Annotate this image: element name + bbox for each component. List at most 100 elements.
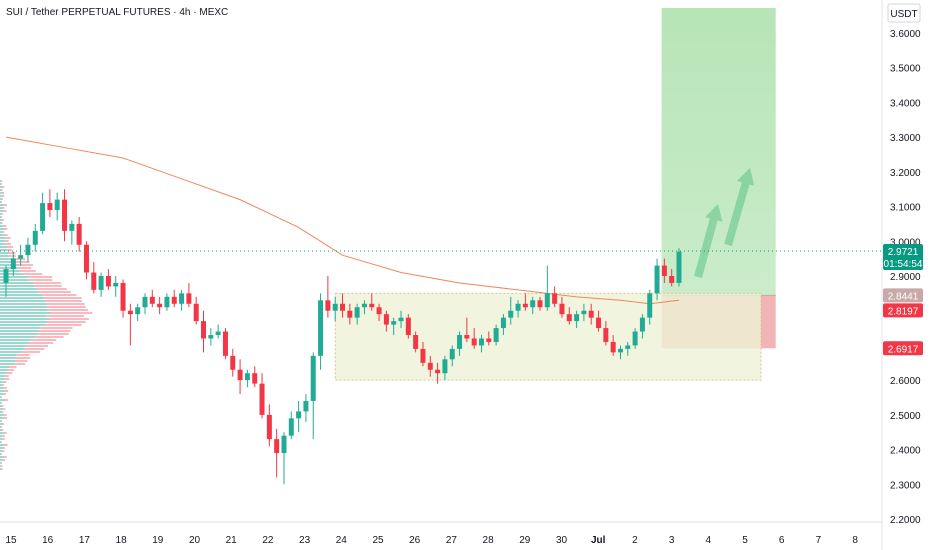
time-tick-label: 6 [779, 535, 785, 546]
candle-up [318, 300, 323, 356]
volume-bar-buy [0, 180, 1, 182]
volume-bar-sell [1, 183, 2, 185]
candle-up [113, 283, 118, 286]
volume-bar-sell [2, 405, 4, 407]
volume-bar-sell [16, 354, 29, 356]
volume-bar-sell [51, 312, 93, 314]
candle-up [618, 349, 623, 352]
price-axis[interactable]: 3.6000 3.5000 3.4000 3.3000 3.2000 3.1000 3.00… [890, 29, 921, 526]
candle-down [238, 370, 243, 380]
price-tick-label: 2.4000 [890, 446, 921, 457]
candle-up [25, 245, 30, 255]
candle-down [384, 314, 389, 324]
time-tick-label: 25 [372, 535, 384, 546]
candle-up [640, 318, 645, 332]
volume-bar-buy [0, 432, 4, 434]
volume-bar-buy [0, 444, 4, 446]
volume-bar-buy [0, 231, 2, 233]
candle-down [186, 293, 191, 303]
volume-bar-sell [2, 450, 4, 452]
volume-bar-sell [29, 342, 53, 344]
price-tick-label: 3.5000 [890, 64, 921, 75]
price-tag-2.8441[interactable]: 2.8441 [883, 288, 923, 302]
volume-bar-buy [0, 198, 2, 200]
candle-up [450, 349, 455, 359]
volume-bar-sell [4, 456, 7, 458]
volume-bar-buy [0, 423, 2, 425]
price-tag-2.8197[interactable]: 2.8197 [883, 303, 923, 317]
volume-bar-sell [49, 318, 89, 320]
volume-bar-buy [0, 345, 26, 347]
volume-bar-sell [7, 372, 13, 374]
volume-bar-buy [0, 183, 1, 185]
volume-bar-sell [9, 366, 16, 368]
candle-down [347, 311, 352, 318]
volume-bar-buy [0, 402, 1, 404]
volume-bar-sell [4, 432, 7, 434]
volume-bar-sell [7, 246, 13, 248]
volume-bar-sell [2, 423, 4, 425]
price-tick-label: 3.6000 [890, 29, 921, 40]
time-tick-label: 8 [852, 535, 858, 546]
volume-bar-sell [1, 426, 2, 428]
volume-bar-buy [0, 390, 5, 392]
volume-bar-buy [0, 465, 1, 467]
volume-bar-buy [0, 441, 1, 443]
volume-bar-buy [0, 297, 45, 299]
volume-bar-sell [29, 276, 52, 278]
volume-bar-sell [1, 420, 2, 422]
candle-down [464, 335, 469, 338]
price-tick-label: 2.2000 [890, 515, 921, 526]
candle-up [355, 307, 360, 317]
candle-down [559, 304, 564, 314]
candle-down [552, 293, 557, 303]
candle-down [260, 384, 265, 415]
time-tick-label: 2 [632, 535, 638, 546]
time-axis[interactable]: 15 16 17 18 19 20 21 22 23 24 25 26 27 28 29 30 Jul 2 3 4 5 6… [5, 535, 858, 546]
candle-down [435, 370, 440, 373]
volume-bar-sell [14, 363, 25, 365]
candle-up [296, 411, 301, 418]
candle-down [223, 332, 228, 356]
volume-bar-sell [39, 330, 71, 332]
candle-down [274, 439, 279, 453]
candle-up [625, 345, 630, 348]
candle-up [457, 335, 462, 349]
time-tick-label: 26 [409, 535, 421, 546]
price-tag-2.9721[interactable]: 2.972101:54:54 [883, 244, 923, 270]
volume-bar-sell [23, 273, 42, 275]
volume-bar-sell [1, 465, 2, 467]
time-tick-label: Jul [591, 535, 606, 546]
time-tick-label: 17 [79, 535, 91, 546]
volume-bar-sell [4, 414, 7, 416]
candle-up [208, 335, 213, 338]
volume-bar-buy [0, 420, 1, 422]
volume-bar-sell [6, 237, 11, 239]
time-tick-label: 7 [816, 535, 822, 546]
volume-bar-sell [7, 249, 12, 251]
candle-down [669, 276, 674, 283]
volume-bar-buy [0, 195, 2, 197]
volume-bar-buy [0, 252, 9, 254]
time-tick-label: 20 [189, 535, 201, 546]
candle-down [267, 415, 272, 439]
candle-up [479, 338, 484, 345]
price-tick-label: 2.9000 [890, 272, 921, 283]
volume-bar-buy [0, 339, 31, 341]
time-tick-label: 19 [152, 535, 164, 546]
volume-bar-sell [2, 219, 4, 221]
candle-down [150, 297, 155, 304]
price-tag-2.6917[interactable]: 2.6917 [883, 341, 923, 355]
volume-bar-buy [0, 330, 39, 332]
candle-up [311, 356, 316, 401]
volume-bar-buy [0, 312, 51, 314]
candle-down [128, 311, 133, 314]
candle-down [340, 304, 345, 311]
volume-bar-buy [0, 342, 29, 344]
volume-bar-buy [0, 309, 48, 311]
volume-bar-buy [0, 417, 4, 419]
volume-bar-sell [37, 288, 67, 290]
volume-bar-sell [26, 345, 48, 347]
volume-bar-buy [0, 459, 3, 461]
